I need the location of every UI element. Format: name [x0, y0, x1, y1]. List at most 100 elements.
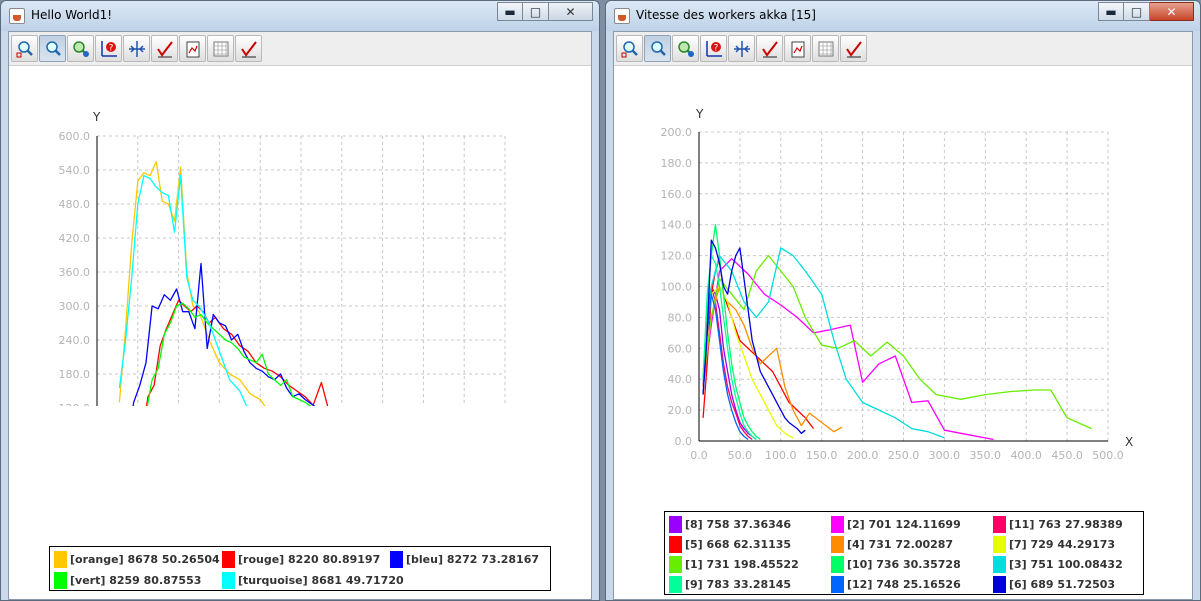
line-chart[interactable]: 0.0 50.0 100.0 150.0 200.0 250.0 300.0 350.0 400… [614, 66, 1194, 466]
legend-item: [12] 748 25.16526 [831, 575, 961, 593]
y-tick-label: 360.0 [59, 266, 91, 279]
legend-swatch [993, 555, 1006, 573]
y-axis-label: Y [92, 110, 101, 124]
chart-window-1: Hello World1! ▬ □ ✕ ? 0.020.040.060.080.… [0, 0, 600, 601]
close-button[interactable]: ✕ [1150, 2, 1194, 21]
plot-area: 0.0 50.0 100.0 150.0 200.0 250.0 300.0 350.0 400… [661, 107, 1134, 462]
legend-label: [5] 668 62.31135 [685, 537, 792, 551]
y-tick-label: 420.0 [59, 232, 91, 245]
legend-label: [6] 689 51.72503 [1009, 577, 1116, 591]
x-tick-label: 100.0 [765, 449, 797, 462]
legend-swatch [669, 535, 682, 553]
x-tick-label: 200.0 [847, 449, 879, 462]
close-button[interactable]: ✕ [549, 2, 593, 21]
y-tick-label: 140.0 [661, 219, 693, 232]
x-tick-label: 50.0 [728, 449, 753, 462]
legend-swatch [993, 575, 1006, 593]
legend-item: [4] 731 72.00287 [831, 535, 953, 553]
y-tick-label: 80.0 [668, 311, 693, 324]
legend-label: [11] 763 27.98389 [1009, 517, 1123, 531]
zoom-button[interactable] [39, 35, 66, 62]
x-tick-label: 450.0 [1051, 449, 1083, 462]
legend-label: [rouge] 8220 80.89197 [238, 552, 381, 566]
legend-swatch [222, 571, 235, 589]
minimize-button[interactable]: ▬ [1098, 2, 1124, 21]
minimize-button[interactable]: ▬ [497, 2, 523, 21]
window-title: Hello World1! [31, 8, 113, 22]
zoom-button[interactable] [644, 35, 671, 62]
window-titlebar[interactable]: Hello World1! ▬ □ ✕ [1, 1, 599, 31]
zoom-rect-button[interactable] [11, 35, 38, 62]
pencil-check-icon [845, 40, 862, 57]
edit-style-button[interactable] [756, 35, 783, 62]
y-tick-label: 300.0 [59, 300, 91, 313]
legend-swatch [54, 550, 67, 568]
svg-text:?: ? [713, 43, 718, 53]
zoom-out-icon [677, 40, 694, 57]
legend-swatch [390, 550, 403, 568]
legend-item: [turquoise] 8681 49.71720 [222, 571, 404, 589]
pencil-edit-icon [156, 40, 173, 57]
y-tick-label: 160.0 [661, 188, 693, 201]
legend-item: [2] 701 124.11699 [831, 515, 961, 533]
table-grid-icon [818, 41, 833, 56]
legend-swatch [831, 555, 844, 573]
window-titlebar[interactable]: Vitesse des workers akka [15] ▬ □ ✕ [606, 1, 1200, 31]
fit-axes-icon [128, 40, 145, 57]
zoom-out-button[interactable] [672, 35, 699, 62]
zoom-out-button[interactable] [67, 35, 94, 62]
legend-item: [vert] 8259 80.87553 [54, 571, 201, 589]
fit-axes-button[interactable] [123, 35, 150, 62]
y-tick-label: 100.0 [661, 281, 693, 294]
y-tick-label: 180.0 [59, 368, 91, 381]
series-line [702, 254, 1092, 430]
y-tick-label: 600.0 [59, 130, 91, 143]
x-tick-label: 500.0 [1092, 449, 1124, 462]
legend-swatch [669, 575, 682, 593]
legend-label: [12] 748 25.16526 [847, 577, 961, 591]
x-tick-label: 350.0 [970, 449, 1002, 462]
legend-item: [orange] 8678 50.26504 [54, 550, 220, 568]
y-tick-label: 200.0 [661, 126, 693, 139]
y-tick-label: 480.0 [59, 198, 91, 211]
edit-style-button[interactable] [151, 35, 178, 62]
legend-item: [1] 731 198.45522 [669, 555, 799, 573]
data-table-button[interactable] [812, 35, 839, 62]
axis-help-button[interactable]: ? [95, 35, 122, 62]
magnifier-icon [650, 40, 666, 56]
data-table-button[interactable] [207, 35, 234, 62]
legend-swatch [831, 575, 844, 593]
x-tick-label: 0.0 [690, 449, 708, 462]
legend-swatch [831, 535, 844, 553]
plot-area: 0.020.040.060.080.0100.0120.0140.0160.01… [59, 110, 506, 406]
legend-swatch [993, 535, 1006, 553]
x-tick-label: 300.0 [929, 449, 961, 462]
export-button[interactable] [784, 35, 811, 62]
legend-item: [3] 751 100.08432 [993, 555, 1123, 573]
maximize-button[interactable]: □ [1124, 2, 1150, 21]
legend-item: [9] 783 33.28145 [669, 575, 791, 593]
series-line [118, 175, 248, 406]
edit-data-button[interactable] [840, 35, 867, 62]
window-title: Vitesse des workers akka [15] [636, 8, 816, 22]
axis-help-button[interactable]: ? [700, 35, 727, 62]
legend-label: [turquoise] 8681 49.71720 [238, 573, 404, 587]
series-line [702, 254, 757, 441]
fit-axes-button[interactable] [728, 35, 755, 62]
legend-label: [2] 701 124.11699 [847, 517, 961, 531]
legend-swatch [669, 555, 682, 573]
y-tick-label: 40.0 [668, 373, 693, 386]
export-button[interactable] [179, 35, 206, 62]
zoom-rect-icon [16, 40, 33, 57]
legend-label: [1] 731 198.45522 [685, 557, 799, 571]
legend-label: [bleu] 8272 73.28167 [406, 552, 540, 566]
line-chart[interactable]: 0.020.040.060.080.0100.0120.0140.0160.01… [9, 66, 593, 406]
legend-item: [6] 689 51.72503 [993, 575, 1115, 593]
edit-data-button[interactable] [235, 35, 262, 62]
series-line [702, 293, 749, 441]
zoom-rect-button[interactable] [616, 35, 643, 62]
export-image-icon [791, 41, 804, 57]
legend-label: [orange] 8678 50.26504 [70, 552, 220, 566]
series-line [132, 262, 316, 406]
maximize-button[interactable]: □ [523, 2, 549, 21]
